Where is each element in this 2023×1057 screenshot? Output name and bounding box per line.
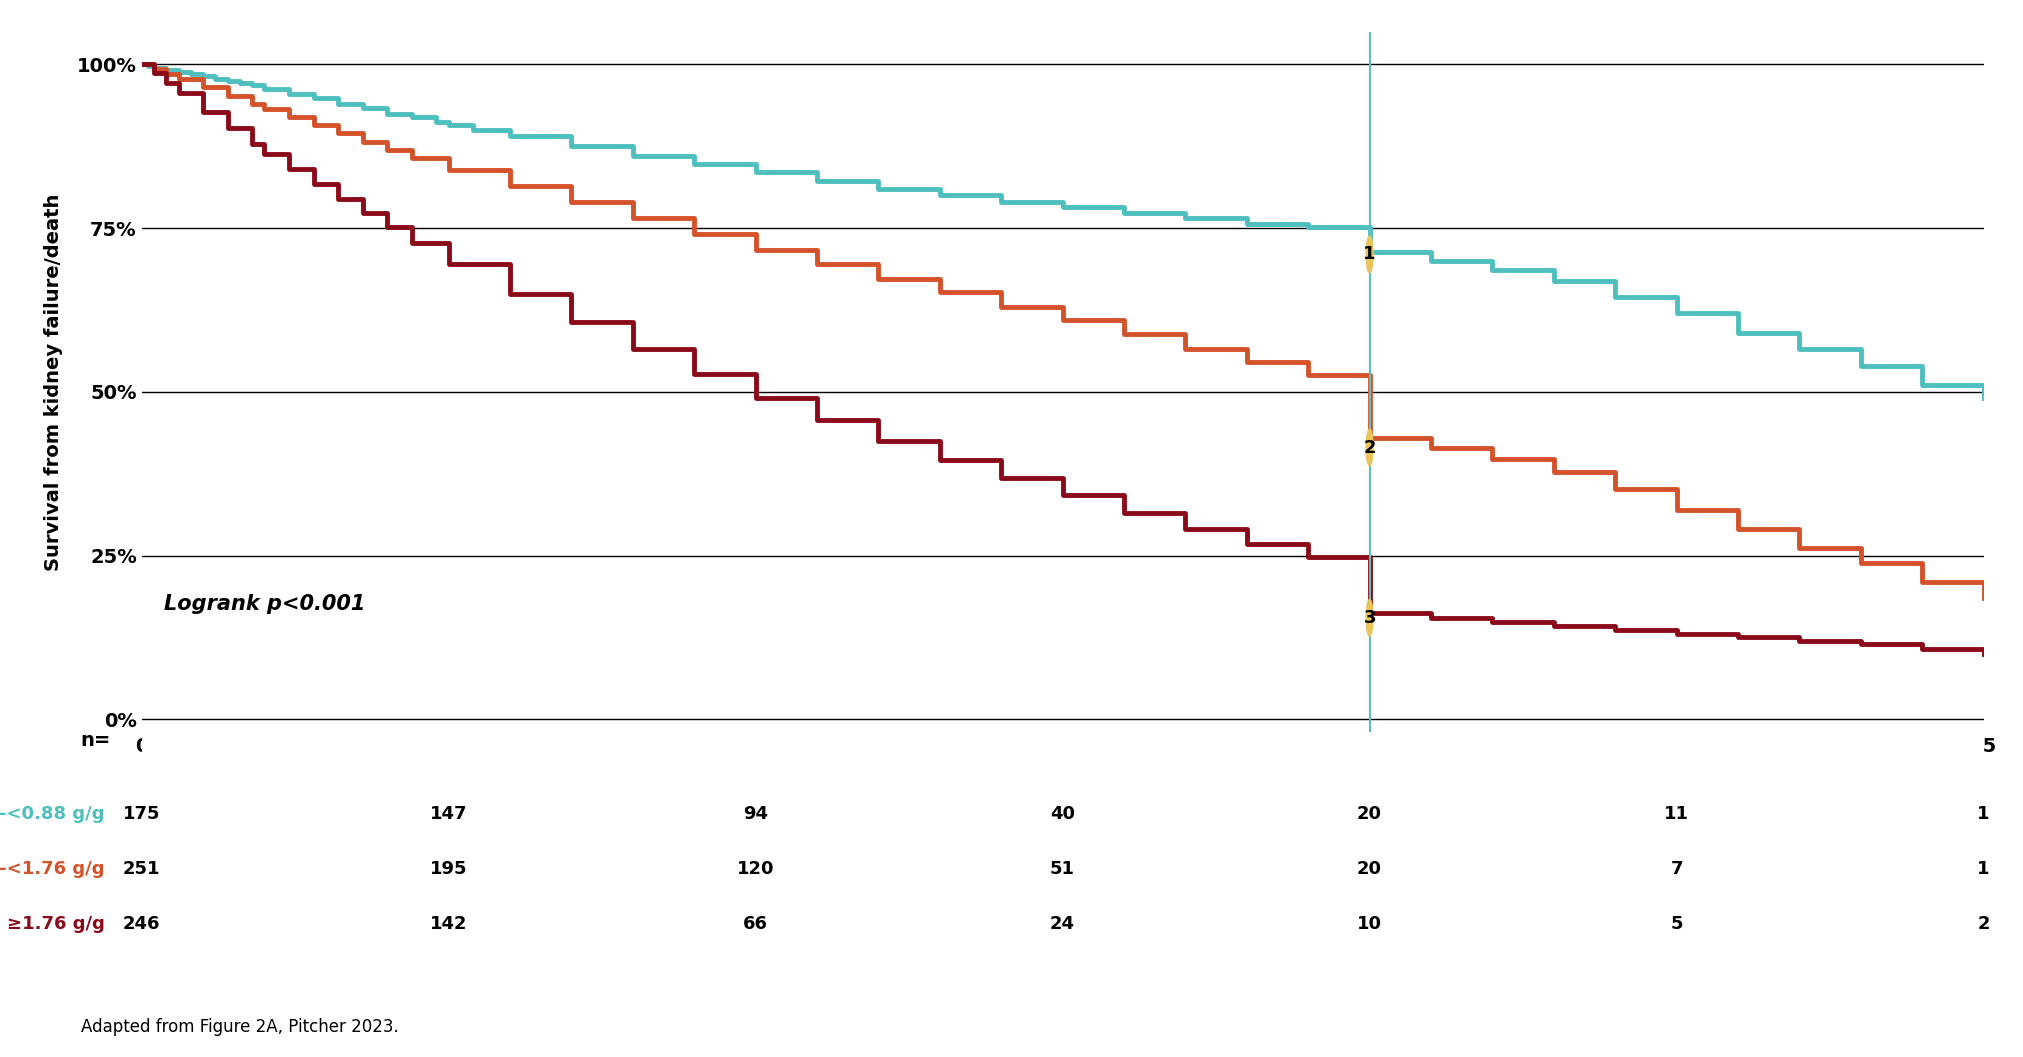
X-axis label: Time to kidney failure/death event (years): Time to kidney failure/death event (year… <box>813 767 1311 787</box>
Text: 251: 251 <box>123 860 160 878</box>
Text: 94: 94 <box>742 805 769 823</box>
Text: 40: 40 <box>1050 805 1074 823</box>
Text: ≥1.76 g/g: ≥1.76 g/g <box>6 915 105 933</box>
Text: 1: 1 <box>1976 860 1989 878</box>
Text: 20: 20 <box>1355 805 1382 823</box>
Text: 120: 120 <box>736 860 775 878</box>
Text: Adapted from Figure 2A, Pitcher 2023.: Adapted from Figure 2A, Pitcher 2023. <box>81 1018 399 1036</box>
Text: 51: 51 <box>1050 860 1074 878</box>
Circle shape <box>1366 429 1372 466</box>
Text: 0.88–<1.76 g/g: 0.88–<1.76 g/g <box>0 860 105 878</box>
Text: 0.44–<0.88 g/g: 0.44–<0.88 g/g <box>0 805 105 823</box>
Text: 175: 175 <box>123 805 160 823</box>
Text: 24: 24 <box>1050 915 1074 933</box>
Text: 2: 2 <box>1364 439 1376 457</box>
Circle shape <box>1366 236 1372 273</box>
Text: 10: 10 <box>1355 915 1382 933</box>
Text: 147: 147 <box>429 805 467 823</box>
Text: 3: 3 <box>1364 609 1376 627</box>
Circle shape <box>1366 599 1372 636</box>
Text: 7: 7 <box>1669 860 1681 878</box>
Text: 1: 1 <box>1364 245 1376 263</box>
Text: Logrank p<0.001: Logrank p<0.001 <box>164 594 364 614</box>
Text: 195: 195 <box>429 860 467 878</box>
Text: 2: 2 <box>1976 915 1989 933</box>
Text: n=: n= <box>81 731 111 750</box>
Text: 66: 66 <box>742 915 769 933</box>
Text: 1: 1 <box>1976 805 1989 823</box>
Text: 11: 11 <box>1663 805 1689 823</box>
Text: 246: 246 <box>123 915 160 933</box>
Text: 142: 142 <box>429 915 467 933</box>
Text: 5: 5 <box>1669 915 1681 933</box>
Y-axis label: Survival from kidney failure/death: Survival from kidney failure/death <box>45 193 63 571</box>
Text: 20: 20 <box>1355 860 1382 878</box>
